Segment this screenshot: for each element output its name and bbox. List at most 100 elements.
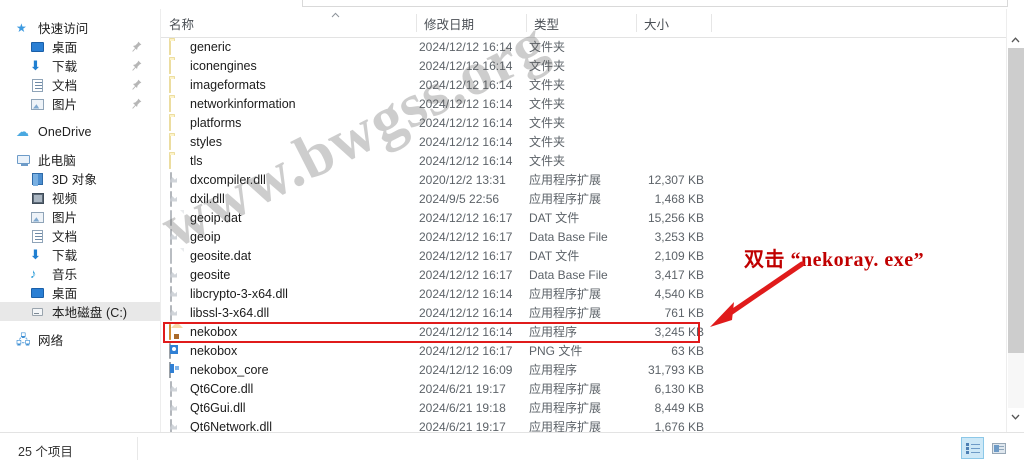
vertical-scrollbar[interactable] [1006, 9, 1024, 433]
file-name-cell[interactable]: geosite.dat [169, 246, 251, 265]
file-name-cell[interactable]: platforms [169, 113, 241, 132]
file-name-cell[interactable]: nekobox [169, 322, 237, 341]
file-name-cell[interactable]: libssl-3-x64.dll [169, 303, 269, 322]
address-bar[interactable] [302, 0, 1008, 7]
sidebar-item-documents[interactable]: 文档 [0, 75, 160, 94]
file-name-cell[interactable]: generic [169, 37, 231, 56]
table-row[interactable]: geosite.dat 2024/12/12 16:17 DAT 文件 2,10… [161, 246, 1007, 265]
file-name-cell[interactable]: geosite [169, 265, 230, 284]
table-row[interactable]: nekobox_core 2024/12/12 16:09 应用程序 31,79… [161, 360, 1007, 379]
file-date-cell: 2024/12/12 16:17 [419, 343, 513, 358]
column-header-size[interactable]: 大小 [636, 9, 711, 37]
sidebar-item-label: 音乐 [52, 268, 78, 282]
table-row[interactable]: platforms 2024/12/12 16:14 文件夹 [161, 113, 1007, 132]
column-header-name[interactable]: 名称 [161, 9, 416, 37]
column-divider[interactable] [416, 14, 417, 32]
sidebar-item-local-disk-c[interactable]: 本地磁盘 (C:) [0, 302, 160, 321]
column-divider[interactable] [711, 14, 712, 32]
file-name-cell[interactable]: nekobox [169, 341, 237, 360]
table-row[interactable]: imageformats 2024/12/12 16:14 文件夹 [161, 75, 1007, 94]
scroll-down-arrow-icon[interactable] [1007, 408, 1024, 425]
tiles-view-icon [991, 442, 1006, 454]
table-row[interactable]: geoip 2024/12/12 16:17 Data Base File 3,… [161, 227, 1007, 246]
sidebar-item-desktop-pc[interactable]: 桌面 [0, 283, 160, 302]
table-row[interactable]: networkinformation 2024/12/12 16:14 文件夹 [161, 94, 1007, 113]
file-type-cell: Data Base File [529, 267, 608, 282]
column-header-type[interactable]: 类型 [526, 9, 636, 37]
sidebar-item-network[interactable]: 🖧 网络 [0, 330, 160, 349]
sidebar-item-pictures[interactable]: 图片 [0, 94, 160, 113]
sidebar-item-videos[interactable]: 视频 [0, 188, 160, 207]
file-size-cell: 1,676 KB [654, 419, 704, 434]
file-date-cell: 2024/12/12 16:17 [419, 248, 513, 263]
sidebar-item-downloads-pc[interactable]: ⬇ 下载 [0, 245, 160, 264]
scroll-up-arrow-icon[interactable] [1007, 31, 1024, 48]
pin-icon[interactable] [132, 60, 142, 71]
table-row[interactable]: dxil.dll 2024/9/5 22:56 应用程序扩展 1,468 KB [161, 189, 1007, 208]
file-name-cell[interactable]: geoip [169, 227, 221, 246]
file-type-cell: 应用程序扩展 [529, 420, 602, 433]
table-row[interactable]: dxcompiler.dll 2020/12/2 13:31 应用程序扩展 12… [161, 170, 1007, 189]
sidebar-item-downloads[interactable]: ⬇ 下载 [0, 56, 160, 75]
sidebar-item-documents-pc[interactable]: 文档 [0, 226, 160, 245]
file-name-cell[interactable]: libcrypto-3-x64.dll [169, 284, 288, 303]
sidebar-item-this-pc[interactable]: 此电脑 [0, 150, 160, 169]
document-icon [169, 209, 183, 226]
file-type-cell: 应用程序扩展 [529, 382, 602, 396]
table-row[interactable]: nekobox 2024/12/12 16:17 PNG 文件 63 KB [161, 341, 1007, 360]
file-name-cell[interactable]: imageformats [169, 75, 266, 94]
table-row[interactable]: styles 2024/12/12 16:14 文件夹 [161, 132, 1007, 151]
file-type-cell: 文件夹 [529, 78, 566, 92]
column-divider[interactable] [526, 14, 527, 32]
file-name-cell[interactable]: nekobox_core [169, 360, 269, 379]
table-row[interactable]: libcrypto-3-x64.dll 2024/12/12 16:14 应用程… [161, 284, 1007, 303]
sidebar-item-onedrive[interactable]: ☁ OneDrive [0, 122, 160, 141]
sidebar-item-3d-objects[interactable]: 3D 对象 [0, 169, 160, 188]
file-name-cell[interactable]: dxil.dll [169, 189, 225, 208]
pin-icon[interactable] [132, 98, 142, 109]
pin-icon[interactable] [132, 41, 142, 52]
file-name-label: libssl-3-x64.dll [190, 305, 270, 320]
column-header-row: 名称 修改日期 类型 大小 [161, 9, 1007, 38]
dll-icon [169, 266, 183, 283]
file-name-cell[interactable]: styles [169, 132, 222, 151]
file-date-cell: 2024/12/12 16:17 [419, 267, 513, 282]
scrollbar-thumb[interactable] [1008, 48, 1024, 353]
file-name-cell[interactable]: Qt6Core.dll [169, 379, 253, 398]
file-type-cell: 应用程序扩展 [529, 306, 602, 320]
dll-icon [169, 171, 183, 188]
table-row[interactable]: geosite 2024/12/12 16:17 Data Base File … [161, 265, 1007, 284]
file-name-cell[interactable]: networkinformation [169, 94, 296, 113]
file-name-cell[interactable]: geoip.dat [169, 208, 241, 227]
sidebar-item-music[interactable]: ♪ 音乐 [0, 264, 160, 283]
column-header-date[interactable]: 修改日期 [416, 9, 526, 37]
pin-icon[interactable] [132, 79, 142, 90]
table-row[interactable]: Qt6Gui.dll 2024/6/21 19:18 应用程序扩展 8,449 … [161, 398, 1007, 417]
details-view-button[interactable] [961, 437, 984, 459]
file-name-cell[interactable]: dxcompiler.dll [169, 170, 266, 189]
table-row-nekobox-exe[interactable]: nekobox 2024/12/12 16:14 应用程序 3,245 KB [161, 322, 1007, 341]
sidebar-item-label: 3D 对象 [52, 173, 97, 187]
file-list[interactable]: generic 2024/12/12 16:14 文件夹 iconengines… [161, 37, 1007, 433]
column-divider[interactable] [636, 14, 637, 32]
nav-group-quick-access[interactable]: ★ 快速访问 [0, 18, 160, 37]
sidebar-item-pictures-pc[interactable]: 图片 [0, 207, 160, 226]
table-row[interactable]: generic 2024/12/12 16:14 文件夹 [161, 37, 1007, 56]
table-row[interactable]: Qt6Network.dll 2024/6/21 19:17 应用程序扩展 1,… [161, 417, 1007, 433]
file-name-cell[interactable]: Qt6Gui.dll [169, 398, 246, 417]
table-row[interactable]: Qt6Core.dll 2024/6/21 19:17 应用程序扩展 6,130… [161, 379, 1007, 398]
table-row[interactable]: tls 2024/12/12 16:14 文件夹 [161, 151, 1007, 170]
file-name-cell[interactable]: iconengines [169, 56, 257, 75]
file-type-cell: 文件夹 [529, 40, 566, 54]
table-row[interactable]: geoip.dat 2024/12/12 16:17 DAT 文件 15,256… [161, 208, 1007, 227]
file-date-cell: 2024/6/21 19:18 [419, 400, 506, 415]
table-row[interactable]: iconengines 2024/12/12 16:14 文件夹 [161, 56, 1007, 75]
table-row[interactable]: libssl-3-x64.dll 2024/12/12 16:14 应用程序扩展… [161, 303, 1007, 322]
sidebar-item-desktop[interactable]: 桌面 [0, 37, 160, 56]
file-size-cell: 8,449 KB [654, 400, 704, 415]
navigation-pane[interactable]: ★ 快速访问 桌面 ⬇ 下载 文档 [0, 9, 160, 433]
file-name-label: imageformats [190, 77, 266, 92]
file-name-cell[interactable]: Qt6Network.dll [169, 417, 272, 433]
large-icons-view-button[interactable] [987, 437, 1010, 459]
file-name-cell[interactable]: tls [169, 151, 203, 170]
